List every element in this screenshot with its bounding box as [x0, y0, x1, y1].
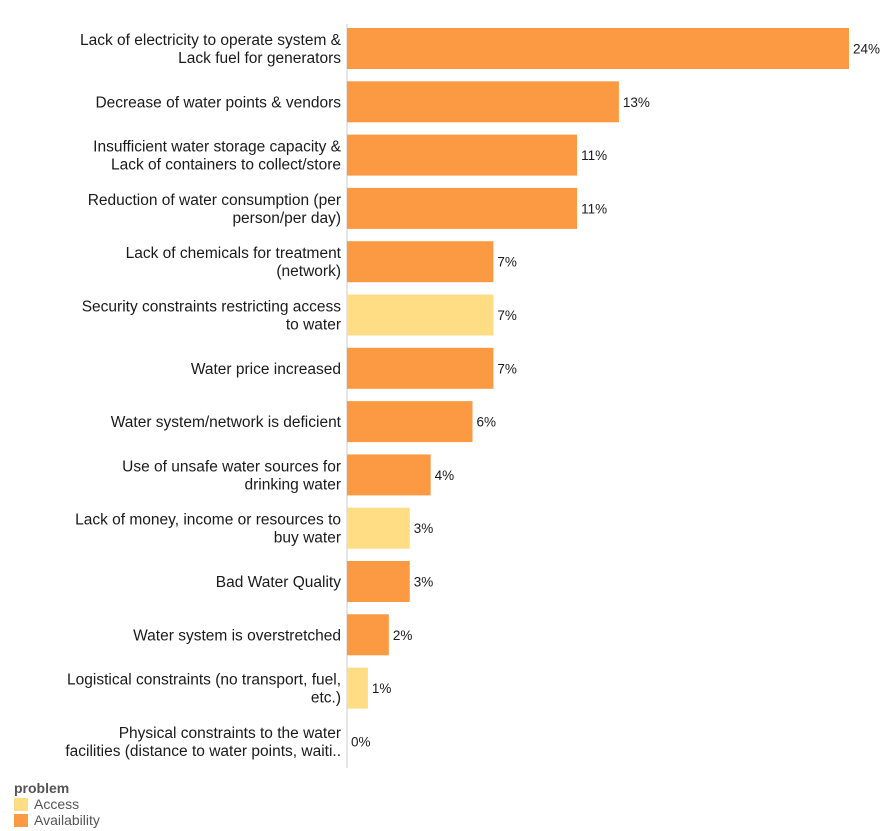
value-label: 4% — [435, 468, 455, 483]
category-label: Bad Water Quality — [216, 574, 341, 591]
bar[interactable] — [347, 507, 410, 549]
legend-title: problem — [14, 780, 70, 796]
category-label-line: Insufficient water storage capacity & — [93, 139, 342, 156]
bar[interactable] — [347, 667, 368, 709]
category-label-line: Water price increased — [191, 361, 341, 378]
category-label-line: (network) — [276, 263, 341, 280]
value-label: 11% — [581, 148, 607, 163]
category-label: Use of unsafe water sources for drinking … — [122, 458, 341, 493]
value-label: 0% — [351, 734, 371, 749]
category-label-line: Reduction of water consumption (per — [88, 192, 341, 209]
legend-item-availability[interactable]: Availability — [14, 812, 100, 828]
category-label: Logistical constraints (no transport, fu… — [67, 672, 341, 707]
bar[interactable] — [347, 28, 849, 69]
value-label: 13% — [623, 95, 650, 110]
category-label-line: Bad Water Quality — [216, 574, 341, 591]
category-label-line: Lack of chemicals for treatment — [126, 245, 342, 262]
bar[interactable] — [347, 614, 389, 656]
category-label-line: Security constraints restricting access — [82, 299, 342, 316]
category-label-line: Water system is overstretched — [133, 627, 341, 644]
value-label: 24% — [853, 42, 880, 57]
bar[interactable] — [347, 454, 431, 496]
legend-swatch-access — [14, 797, 28, 811]
category-label-line: Lack of electricity to operate system & — [80, 32, 342, 49]
bar[interactable] — [347, 294, 494, 336]
category-label: Lack of chemicals for treatment (network) — [126, 245, 342, 280]
category-label-line: Lack fuel for generators — [178, 50, 341, 67]
category-label-line: Physical constraints to the water — [119, 725, 341, 742]
category-label: Physical constraints to the water facilit… — [65, 725, 341, 760]
value-label: 2% — [393, 628, 413, 643]
category-label-line: Decrease of water points & vendors — [95, 94, 341, 111]
category-label: Water system/network is deficient — [111, 414, 342, 431]
value-label: 11% — [581, 201, 607, 216]
category-label-line: etc.) — [311, 690, 341, 707]
category-label: Reduction of water consumption (per perso… — [88, 192, 341, 227]
category-label-line: person/per day) — [232, 210, 341, 227]
value-label: 3% — [414, 575, 434, 590]
category-label-line: buy water — [274, 530, 341, 547]
value-label: 7% — [497, 255, 517, 270]
value-label: 3% — [414, 521, 434, 536]
category-label: Lack of money, income or resources to buy… — [75, 512, 341, 547]
category-label-line: Logistical constraints (no transport, fu… — [67, 672, 341, 689]
bar[interactable] — [347, 134, 578, 176]
category-label: Insufficient water storage capacity & Lac… — [93, 139, 342, 174]
bar[interactable] — [347, 81, 619, 123]
bar[interactable] — [347, 347, 494, 389]
category-label-line: drinking water — [245, 476, 342, 493]
category-label: Water price increased — [191, 361, 341, 378]
legend-label-access: Access — [34, 796, 80, 812]
category-label: Water system is overstretched — [133, 627, 341, 644]
value-label: 1% — [372, 681, 392, 696]
legend-item-access[interactable]: Access — [14, 796, 100, 812]
category-label-line: facilities (distance to water points, wa… — [65, 743, 341, 760]
bar[interactable] — [347, 401, 473, 443]
bar[interactable] — [347, 241, 494, 283]
legend-label-availability: Availability — [34, 812, 100, 828]
category-label-line: Lack of containers to collect/store — [111, 157, 341, 174]
category-label-line: to water — [286, 317, 341, 334]
category-label: Decrease of water points & vendors — [95, 94, 341, 111]
bar[interactable] — [347, 561, 410, 602]
category-label: Lack of electricity to operate system & L… — [80, 32, 342, 67]
value-label: 6% — [477, 415, 497, 430]
category-label: Security constraints restricting access t… — [82, 299, 342, 334]
value-label: 7% — [497, 361, 517, 376]
value-label: 7% — [497, 308, 517, 323]
bar[interactable] — [347, 187, 578, 229]
category-label-line: Lack of money, income or resources to — [75, 512, 341, 529]
legend-swatch-availability — [14, 813, 28, 827]
category-label-line: Use of unsafe water sources for — [122, 458, 341, 475]
category-label-line: Water system/network is deficient — [111, 414, 342, 431]
bar-chart: 24% Lack of electricity to operate system… — [65, 24, 880, 768]
legend: problem Access Availability — [14, 780, 100, 828]
